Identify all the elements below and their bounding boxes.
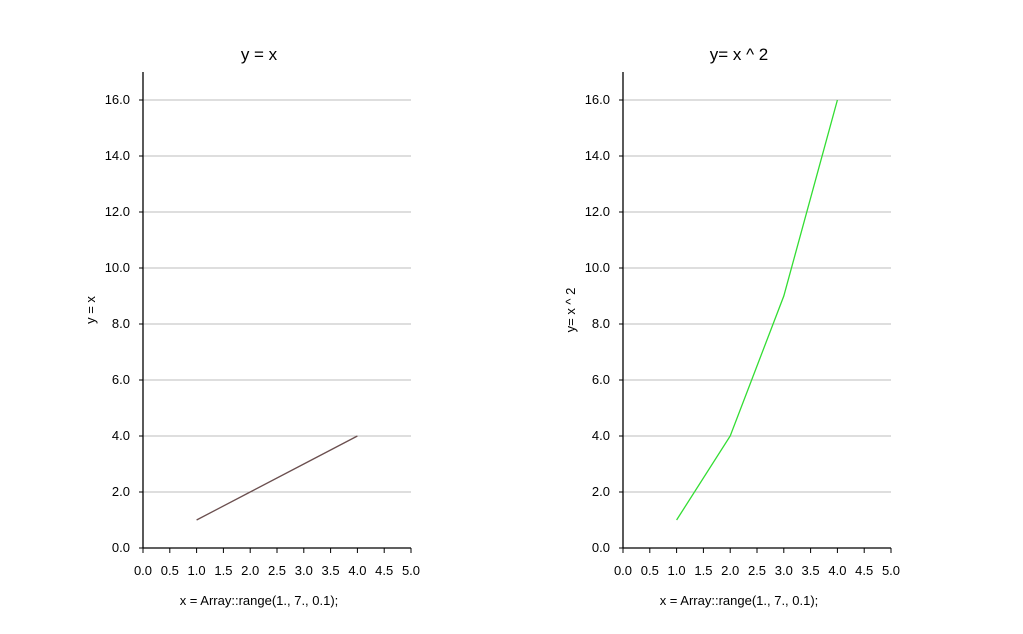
y-tick-label: 4.0 [592, 428, 610, 443]
x-tick-label: 0.0 [614, 563, 632, 578]
x-tick-label: 1.0 [668, 563, 686, 578]
y-axis-label: y= x ^ 2 [563, 288, 578, 333]
series-line [196, 435, 358, 521]
y-tick-label: 16.0 [585, 92, 610, 107]
chart-panel-2: 0.0 2.0 4.0 6.0 8.0 10.0 12.0 14.0 16.0 0.0 0.5 1.0… [563, 45, 900, 608]
x-axis-label: x = Array::range(1., 7., 0.1); [660, 593, 819, 608]
x-tick-label: 1.5 [694, 563, 712, 578]
y-tick-label: 14.0 [105, 148, 130, 163]
x-tick-label: 5.0 [882, 563, 900, 578]
x-axis-label: x = Array::range(1., 7., 0.1); [180, 593, 339, 608]
x-tick-label: 5.0 [402, 563, 420, 578]
x-tick-label: 3.0 [775, 563, 793, 578]
y-tick-label: 2.0 [112, 484, 130, 499]
chart-title: y = x [241, 45, 278, 64]
y-tick-label: 6.0 [592, 372, 610, 387]
y-tick-label: 14.0 [585, 148, 610, 163]
x-tick-label: 0.5 [641, 563, 659, 578]
y-tick-label: 8.0 [112, 316, 130, 331]
y-tick-label: 4.0 [112, 428, 130, 443]
x-tick-label: 1.0 [188, 563, 206, 578]
y-tick-label: 12.0 [105, 204, 130, 219]
y-tick-label: 12.0 [585, 204, 610, 219]
chart-title: y= x ^ 2 [710, 45, 769, 64]
x-tick-label: 4.0 [828, 563, 846, 578]
x-tick-label: 4.0 [348, 563, 366, 578]
y-tick-label: 0.0 [592, 540, 610, 555]
chart-panel-1: 0.0 2.0 4.0 6.0 8.0 10.0 12.0 14.0 16.0 0.0 0.5 1.0… [83, 45, 420, 608]
x-tick-label: 2.0 [721, 563, 739, 578]
x-tick-label: 3.5 [802, 563, 820, 578]
x-tick-label: 2.5 [268, 563, 286, 578]
y-tick-label: 10.0 [105, 260, 130, 275]
x-tick-label: 4.5 [375, 563, 393, 578]
y-tick-label: 6.0 [112, 372, 130, 387]
x-tick-label: 4.5 [855, 563, 873, 578]
y-axis-label: y = x [83, 296, 98, 324]
x-tick-label: 1.5 [214, 563, 232, 578]
x-tick-label: 3.5 [322, 563, 340, 578]
y-tick-label: 10.0 [585, 260, 610, 275]
x-tick-label: 2.0 [241, 563, 259, 578]
x-tick-label: 0.0 [134, 563, 152, 578]
y-tick-label: 8.0 [592, 316, 610, 331]
x-tick-label: 0.5 [161, 563, 179, 578]
x-tick-label: 3.0 [295, 563, 313, 578]
series-line [676, 99, 839, 521]
x-tick-label: 2.5 [748, 563, 766, 578]
y-tick-label: 0.0 [112, 540, 130, 555]
y-tick-label: 16.0 [105, 92, 130, 107]
y-tick-label: 2.0 [592, 484, 610, 499]
